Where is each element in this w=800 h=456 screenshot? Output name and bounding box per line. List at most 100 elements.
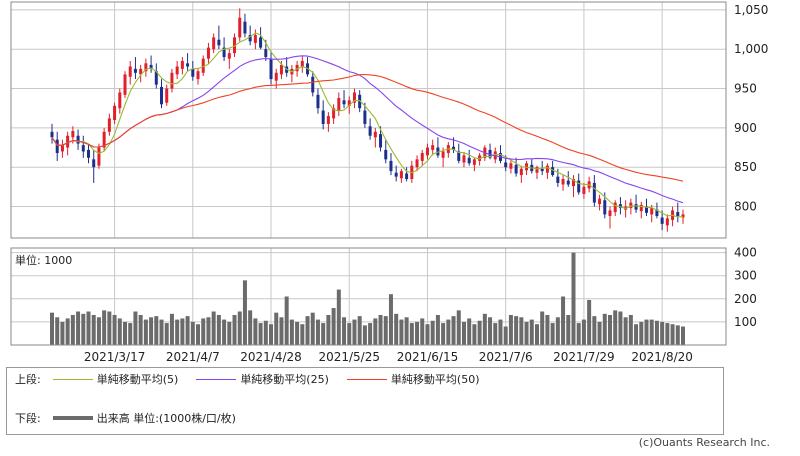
candle-body <box>441 151 445 158</box>
volume-bar <box>185 316 190 345</box>
candle-body <box>191 68 195 77</box>
volume-bar <box>540 311 545 345</box>
volume-bar <box>305 316 310 345</box>
candle-body <box>196 71 200 80</box>
candle-body <box>420 153 424 161</box>
candle-body <box>60 145 64 152</box>
volume-bar <box>315 319 320 345</box>
volume-bar <box>607 314 612 345</box>
volume-bar <box>561 296 566 345</box>
sma50-line <box>51 73 684 182</box>
volume-bar <box>216 314 221 345</box>
volume-bar <box>352 319 357 345</box>
volume-bars <box>50 252 685 345</box>
date-tick-label: 2021/8/20 <box>631 350 693 364</box>
volume-bar <box>670 324 675 345</box>
price-panel-frame <box>10 1 727 239</box>
volume-bar <box>180 318 185 345</box>
price-tick-label: 900 <box>734 121 757 135</box>
volume-bar <box>70 314 75 345</box>
candle-body <box>519 168 523 176</box>
candle-body <box>514 164 518 174</box>
candle-body <box>577 180 581 193</box>
volume-bar <box>399 319 404 345</box>
volume-bar <box>660 321 665 345</box>
volume-bar <box>159 319 164 345</box>
candle-body <box>238 17 242 38</box>
volume-bar <box>222 319 227 345</box>
volume-bar <box>96 317 101 345</box>
candle-body <box>248 35 252 42</box>
volume-bar <box>514 316 519 345</box>
candle-body <box>154 71 158 85</box>
volume-bar <box>55 317 60 345</box>
volume-bar <box>154 316 159 345</box>
candle-body <box>431 145 435 150</box>
volume-bar <box>550 323 555 345</box>
volume-bar <box>597 321 602 345</box>
sma25-swatch <box>196 378 237 380</box>
candle-body <box>639 204 643 212</box>
candle-body <box>535 167 539 173</box>
volume-bar <box>50 312 54 345</box>
volume-bar <box>175 319 180 345</box>
candle-body <box>540 168 544 172</box>
volume-axis-ticks: 100 200 300 400 <box>734 246 757 329</box>
volume-bar <box>503 326 508 345</box>
volume-bar <box>613 310 618 345</box>
volume-bar <box>649 319 654 345</box>
candle-body <box>561 179 565 185</box>
volume-bar <box>149 317 154 345</box>
legend-sma5: 単純移動平均(5) <box>96 373 179 386</box>
volume-tick-label: 300 <box>734 269 757 283</box>
price-tick-label: 800 <box>734 200 757 214</box>
candle-body <box>102 131 106 148</box>
volume-bar <box>190 321 195 345</box>
candle-body <box>66 135 70 148</box>
candle-body <box>165 88 169 103</box>
volume-tick-label: 100 <box>734 315 757 329</box>
candle-body <box>259 37 263 48</box>
price-tick-label: 850 <box>734 160 757 174</box>
candle-body <box>368 126 372 136</box>
volume-bar <box>665 323 670 345</box>
volume-bar <box>446 319 451 345</box>
date-tick-label: 2021/4/28 <box>240 350 302 364</box>
candle-body <box>332 108 336 119</box>
credit-text: (c)Ouants Research Inc. <box>638 436 770 449</box>
volume-bar <box>138 314 143 345</box>
volume-bar <box>128 323 133 345</box>
candle-body <box>634 204 638 210</box>
candle-body <box>373 131 377 138</box>
volume-bar <box>383 316 388 345</box>
volume-bar <box>331 308 336 345</box>
volume-bar <box>300 324 305 345</box>
candle-body <box>87 149 91 158</box>
volume-bar <box>415 321 420 345</box>
candle-body <box>566 180 570 185</box>
volume-bar <box>482 313 487 345</box>
candle-body <box>316 94 320 109</box>
volume-bar <box>65 318 70 345</box>
candle-body <box>571 179 575 187</box>
candle-body <box>337 97 341 111</box>
candle-body <box>253 35 257 43</box>
volume-bar <box>592 316 597 345</box>
candle-body <box>107 118 111 132</box>
candle-body <box>405 173 409 179</box>
volume-bar <box>133 311 138 345</box>
candle-body <box>123 74 127 95</box>
volume-bar <box>394 313 399 345</box>
volume-bar <box>112 314 117 345</box>
volume-bar <box>675 325 680 345</box>
candle-body <box>603 200 607 215</box>
volume-bar <box>545 314 550 345</box>
candle-body <box>676 212 680 216</box>
volume-bar <box>529 319 534 345</box>
volume-bar <box>587 299 592 345</box>
volume-bar <box>488 317 493 345</box>
candle-body <box>478 155 482 161</box>
volume-bar <box>81 313 86 345</box>
candle-body <box>389 160 393 172</box>
volume-bar <box>107 311 112 345</box>
